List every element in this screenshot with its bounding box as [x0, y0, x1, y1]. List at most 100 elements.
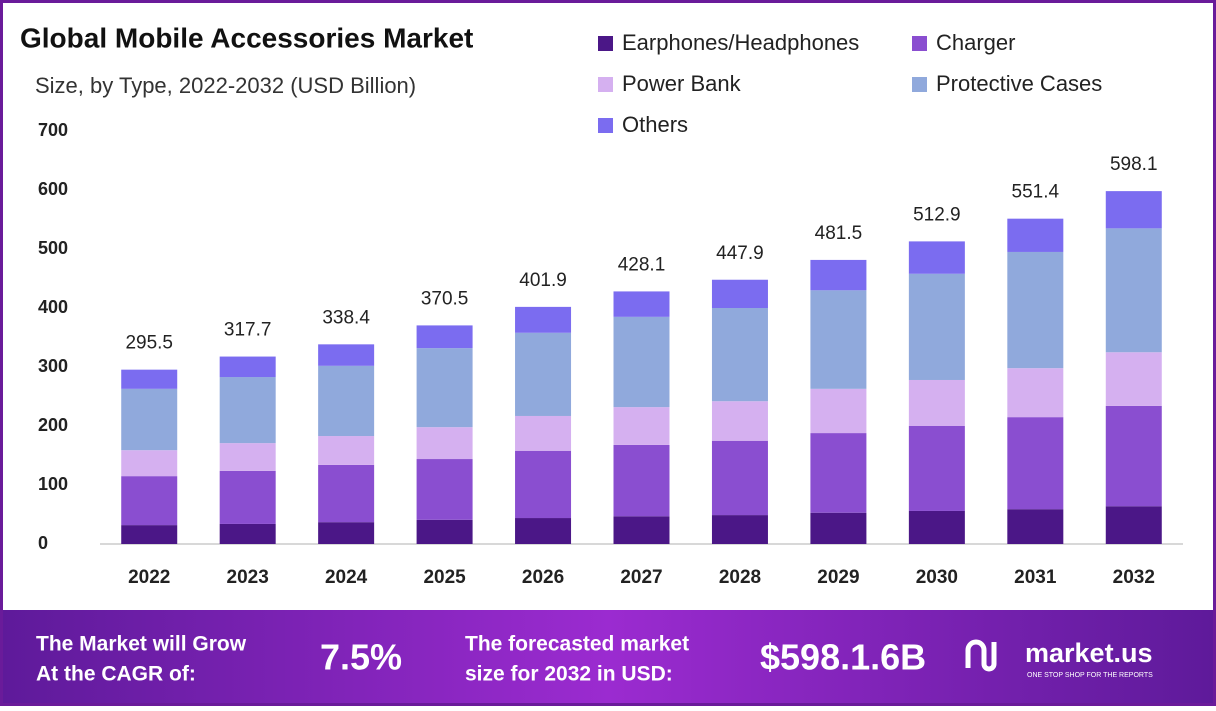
x-tick-label: 2027 — [620, 567, 662, 588]
y-tick-label: 600 — [38, 179, 68, 199]
y-tick-label: 700 — [38, 120, 68, 140]
bar-segment — [810, 259, 867, 291]
x-tick-label: 2029 — [817, 567, 859, 588]
footer-band — [0, 610, 1216, 706]
y-tick-label: 500 — [38, 238, 68, 258]
bar-segment — [121, 525, 178, 544]
legend-swatch — [598, 36, 613, 51]
bar-segment — [318, 344, 375, 366]
cagr-text: The Market will Grow — [36, 633, 247, 656]
x-tick-label: 2023 — [227, 567, 269, 588]
bar-segment — [613, 444, 670, 517]
bar-segment — [1105, 405, 1162, 507]
x-tick-label: 2026 — [522, 567, 564, 588]
forecast-text: size for 2032 in USD: — [465, 663, 673, 686]
forecast-text: The forecasted market — [465, 633, 689, 656]
legend-label: Protective Cases — [936, 71, 1102, 96]
bar-segment — [515, 518, 572, 544]
bar-segment — [613, 291, 670, 317]
x-tick-label: 2030 — [916, 567, 958, 588]
y-tick-label: 400 — [38, 297, 68, 317]
bar-segment — [515, 332, 572, 416]
bar-segment — [219, 470, 276, 524]
bar-segment — [613, 516, 670, 544]
brand-logo — [965, 639, 997, 672]
bar-segment — [1007, 368, 1064, 418]
y-tick-label: 100 — [38, 474, 68, 494]
bar-segment — [1105, 352, 1162, 406]
bar-segment — [1007, 251, 1064, 369]
total-label: 317.7 — [224, 320, 272, 341]
legend-swatch — [912, 77, 927, 92]
bar-segment — [1105, 506, 1162, 544]
total-label: 295.5 — [125, 333, 173, 354]
bar-segment — [515, 415, 572, 451]
total-label: 481.5 — [815, 223, 863, 244]
chart-title: Global Mobile Accessories Market — [20, 22, 473, 53]
x-tick-label: 2028 — [719, 567, 761, 588]
legend-swatch — [912, 36, 927, 51]
total-label: 401.9 — [519, 270, 567, 291]
legend-label: Earphones/Headphones — [622, 30, 859, 55]
bar-segment — [416, 427, 473, 460]
total-label: 338.4 — [322, 307, 370, 328]
bar-segment — [711, 308, 768, 402]
bar-segment — [318, 464, 375, 523]
bar-segment — [613, 316, 670, 408]
bar-segment — [121, 388, 178, 451]
bar-segment — [1007, 218, 1064, 252]
bar-segment — [121, 369, 178, 389]
bar-segment — [810, 512, 867, 544]
bar-segment — [908, 241, 965, 274]
bar-segment — [416, 325, 473, 349]
bar-segment — [810, 388, 867, 434]
bar-segment — [416, 519, 473, 544]
x-tick-label: 2022 — [128, 567, 170, 588]
chart-subtitle: Size, by Type, 2022-2032 (USD Billion) — [35, 73, 416, 98]
bar-segment — [219, 443, 276, 471]
legend-swatch — [598, 77, 613, 92]
legend-label: Others — [622, 112, 688, 137]
total-label: 370.5 — [421, 288, 469, 309]
legend-label: Charger — [936, 30, 1015, 55]
bar-segment — [1007, 509, 1064, 544]
legend-swatch — [598, 118, 613, 133]
total-label: 512.9 — [913, 204, 961, 225]
cagr-text: At the CAGR of: — [36, 663, 196, 686]
bar-segment — [711, 279, 768, 308]
cagr-value: 7.5% — [320, 637, 402, 678]
bar-segment — [219, 377, 276, 444]
bar-segment — [318, 522, 375, 544]
bar-segment — [1105, 228, 1162, 353]
total-label: 428.1 — [618, 254, 666, 275]
bar-segment — [515, 306, 572, 333]
bar-segment — [908, 510, 965, 544]
x-tick-label: 2025 — [423, 567, 466, 588]
total-label: 598.1 — [1110, 154, 1158, 175]
y-tick-label: 200 — [38, 415, 68, 435]
bar-segment — [810, 290, 867, 389]
total-label: 447.9 — [716, 243, 764, 264]
bar-segment — [416, 348, 473, 428]
x-tick-label: 2032 — [1113, 567, 1155, 588]
bar-segment — [219, 356, 276, 378]
x-tick-label: 2024 — [325, 567, 368, 588]
bar-segment — [318, 436, 375, 465]
bar-segment — [908, 273, 965, 380]
bar-segment — [711, 440, 768, 516]
x-tick-label: 2031 — [1014, 567, 1057, 588]
bar-segment — [121, 476, 178, 526]
bar-segment — [908, 426, 965, 511]
total-label: 551.4 — [1012, 182, 1060, 203]
y-tick-label: 0 — [38, 533, 48, 553]
y-tick-label: 300 — [38, 356, 68, 376]
bar-segment — [1105, 191, 1162, 229]
bar-segment — [908, 379, 965, 426]
bar-segment — [416, 459, 473, 520]
bar-segment — [711, 401, 768, 441]
bar-segment — [515, 450, 572, 519]
bar-segment — [219, 523, 276, 544]
